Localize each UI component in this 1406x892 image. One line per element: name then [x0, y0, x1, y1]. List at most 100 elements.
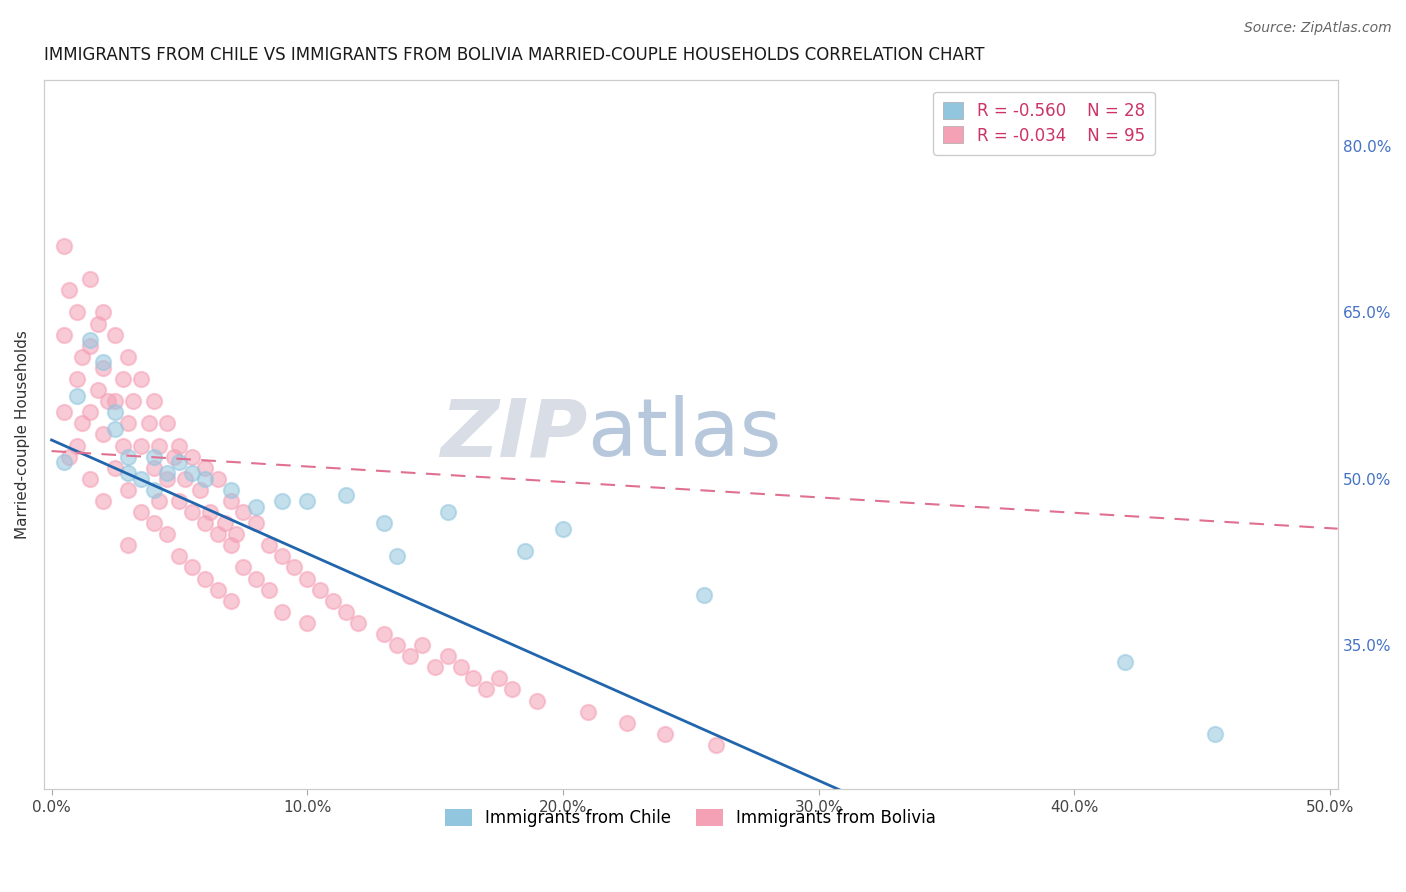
Point: [97, 394, 120, 409]
Point: [91, 305, 114, 319]
Point: [194, 516, 217, 530]
Point: [423, 660, 446, 674]
Point: [309, 582, 332, 597]
Point: [297, 494, 319, 508]
Point: [297, 615, 319, 630]
Point: [219, 538, 242, 552]
Point: [86, 383, 108, 397]
Point: [322, 593, 344, 607]
Point: [91, 494, 114, 508]
Point: [91, 360, 114, 375]
Point: [117, 417, 139, 431]
Point: [58, 450, 80, 464]
Point: [169, 455, 191, 469]
Point: [112, 438, 135, 452]
Point: [117, 350, 139, 364]
Point: [58, 283, 80, 297]
Point: [112, 372, 135, 386]
Text: atlas: atlas: [588, 395, 782, 474]
Point: [181, 467, 204, 481]
Point: [704, 738, 727, 752]
Y-axis label: Married-couple Households: Married-couple Households: [15, 330, 30, 539]
Point: [148, 494, 170, 508]
Point: [1114, 655, 1136, 669]
Text: Source: ZipAtlas.com: Source: ZipAtlas.com: [1244, 21, 1392, 35]
Point: [181, 560, 204, 574]
Point: [156, 527, 179, 541]
Point: [169, 438, 191, 452]
Point: [270, 605, 292, 619]
Point: [129, 438, 152, 452]
Text: ZIP: ZIP: [440, 395, 588, 474]
Point: [207, 472, 229, 486]
Point: [66, 438, 89, 452]
Point: [219, 593, 242, 607]
Point: [156, 417, 179, 431]
Point: [692, 588, 714, 602]
Point: [283, 560, 305, 574]
Point: [70, 417, 93, 431]
Point: [53, 405, 76, 419]
Point: [297, 572, 319, 586]
Point: [335, 605, 357, 619]
Point: [488, 671, 510, 685]
Point: [142, 516, 165, 530]
Point: [129, 472, 152, 486]
Point: [373, 516, 395, 530]
Point: [347, 615, 370, 630]
Point: [398, 649, 420, 664]
Point: [526, 693, 548, 707]
Point: [129, 372, 152, 386]
Point: [117, 450, 139, 464]
Point: [104, 422, 127, 436]
Point: [156, 467, 179, 481]
Text: IMMIGRANTS FROM CHILE VS IMMIGRANTS FROM BOLIVIA MARRIED-COUPLE HOUSEHOLDS CORRE: IMMIGRANTS FROM CHILE VS IMMIGRANTS FROM…: [44, 46, 984, 64]
Point: [219, 483, 242, 497]
Point: [437, 505, 460, 519]
Point: [245, 516, 267, 530]
Point: [411, 638, 433, 652]
Point: [117, 483, 139, 497]
Point: [194, 472, 217, 486]
Point: [257, 538, 280, 552]
Point: [475, 682, 498, 697]
Point: [79, 272, 101, 286]
Point: [437, 649, 460, 664]
Point: [70, 350, 93, 364]
Point: [104, 394, 127, 409]
Point: [169, 549, 191, 564]
Point: [194, 572, 217, 586]
Point: [66, 389, 89, 403]
Point: [225, 527, 247, 541]
Point: [156, 472, 179, 486]
Point: [654, 727, 676, 741]
Point: [79, 472, 101, 486]
Point: [245, 572, 267, 586]
Point: [142, 460, 165, 475]
Point: [214, 516, 236, 530]
Point: [129, 505, 152, 519]
Point: [373, 627, 395, 641]
Point: [169, 494, 191, 508]
Point: [232, 560, 254, 574]
Point: [270, 549, 292, 564]
Point: [198, 505, 221, 519]
Point: [142, 450, 165, 464]
Point: [104, 327, 127, 342]
Point: [86, 317, 108, 331]
Point: [173, 472, 195, 486]
Point: [188, 483, 211, 497]
Point: [79, 405, 101, 419]
Point: [616, 715, 638, 730]
Point: [53, 455, 76, 469]
Point: [79, 339, 101, 353]
Point: [79, 333, 101, 347]
Point: [117, 467, 139, 481]
Point: [142, 394, 165, 409]
Point: [257, 582, 280, 597]
Point: [207, 582, 229, 597]
Point: [66, 372, 89, 386]
Point: [53, 327, 76, 342]
Point: [122, 394, 145, 409]
Point: [513, 544, 536, 558]
